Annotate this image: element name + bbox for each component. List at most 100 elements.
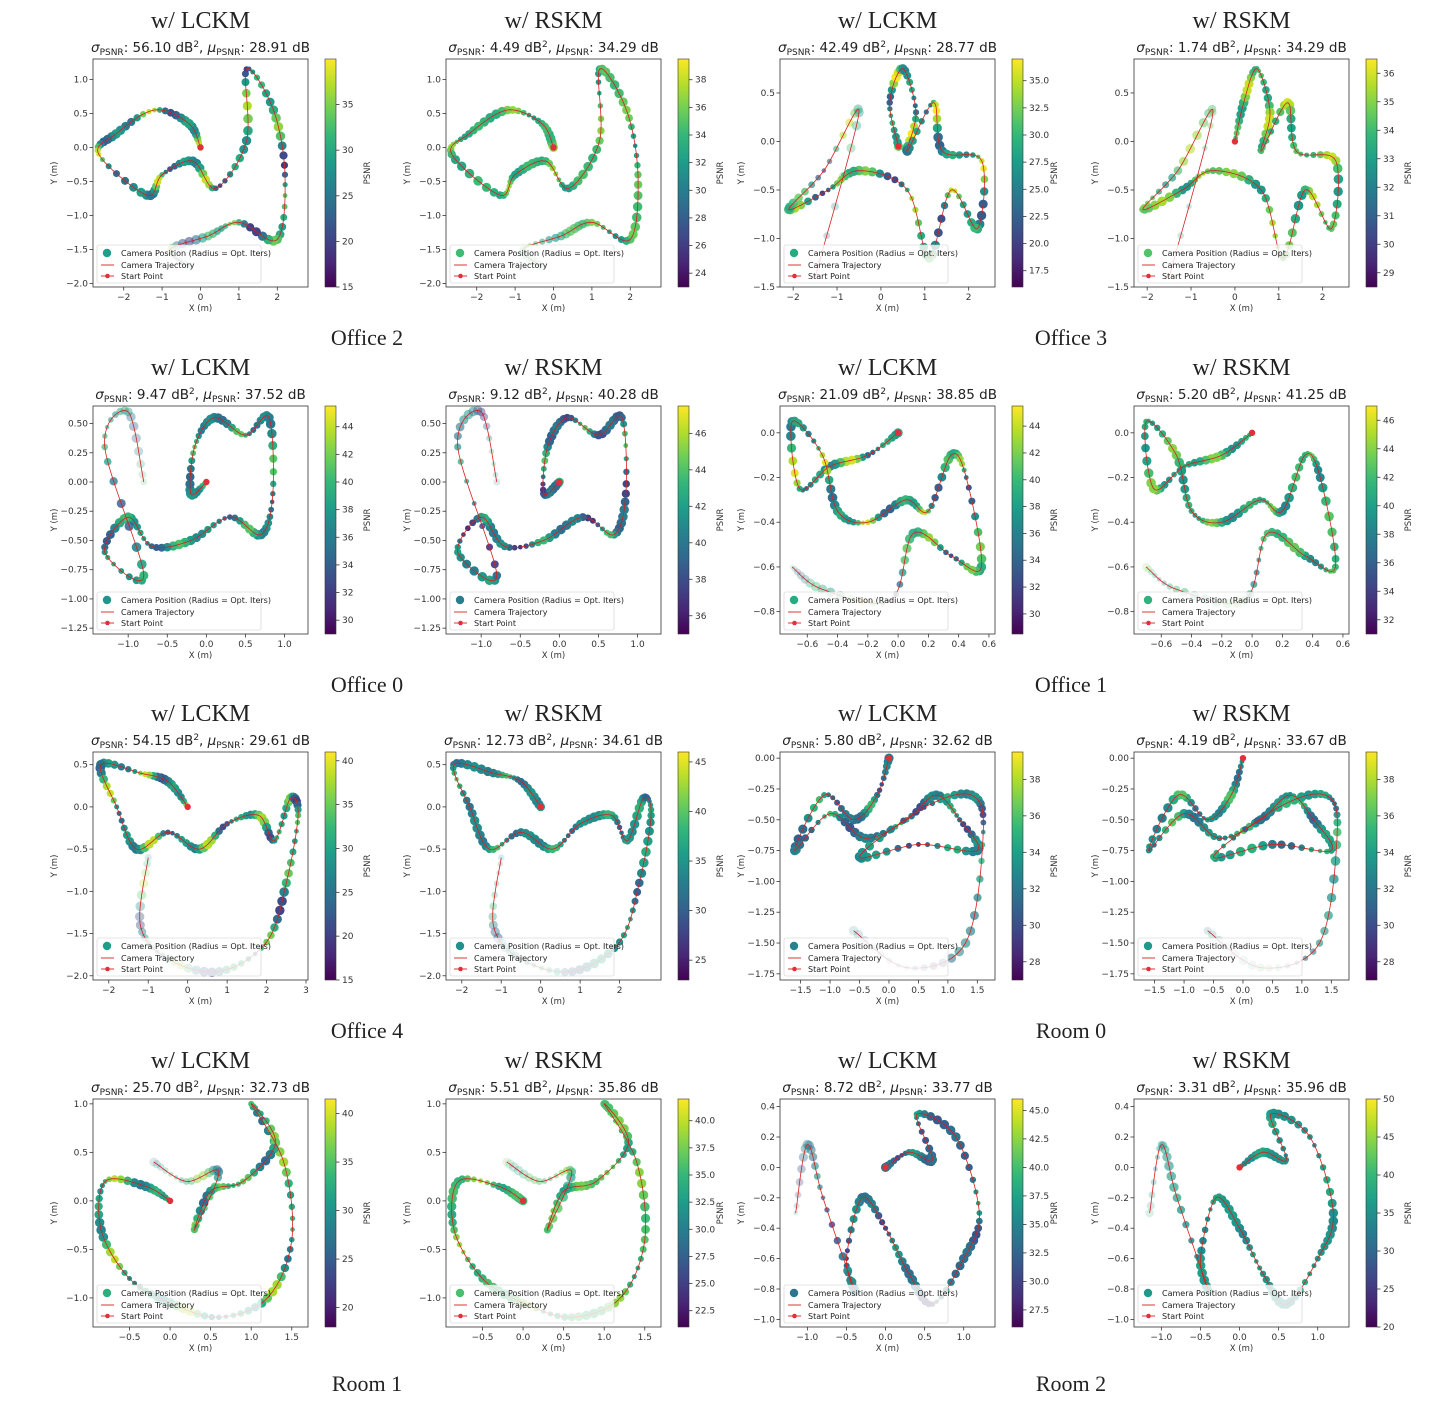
axes-frame — [92, 1098, 309, 1328]
legend-trajectory-label: Camera Trajectory — [121, 261, 195, 270]
legend-camera-position-label: Camera Position (Radius = Opt. Iters) — [121, 249, 271, 258]
y-tick-label: −0.6 — [1107, 1255, 1129, 1265]
y-tick-label: 0.00 — [755, 754, 775, 764]
colorbar-tick-label: 40 — [1029, 476, 1041, 486]
legend-box — [783, 591, 949, 631]
y-tick-label: 0.5 — [1115, 89, 1129, 99]
colorbar-label: PSNR — [1050, 509, 1060, 532]
colorbar-tick-label: 25.0 — [695, 1280, 715, 1290]
x-tick-label: 0.5 — [556, 1333, 570, 1343]
x-tick-label: 0.5 — [1271, 1333, 1285, 1343]
y-tick-label: 0.0 — [1115, 429, 1130, 439]
legend-camera-position-swatch — [455, 941, 465, 951]
mu-symbol: μ — [555, 40, 565, 56]
y-tick-label: −1.50 — [1101, 939, 1129, 949]
sigma-sub: PSNR — [453, 741, 477, 751]
x-axis-label: X (m) — [1230, 1344, 1253, 1354]
x-tick-label: −0.2 — [1211, 640, 1233, 650]
sigma-symbol: σ — [91, 40, 100, 56]
legend-trajectory-label: Camera Trajectory — [474, 608, 548, 617]
legend-start-swatch-dot — [792, 620, 797, 626]
stats-subtitle: σPSNR: 4.49 dB2, μPSNR: 34.29 dB — [448, 40, 658, 58]
colorbar — [1365, 751, 1378, 981]
legend-trajectory-label: Camera Trajectory — [474, 1301, 548, 1310]
mu-value: : 33.67 dB — [1277, 733, 1347, 749]
colorbar — [677, 405, 690, 635]
stats-sep: , — [1236, 1080, 1245, 1096]
y-tick-label: −0.5 — [419, 1245, 441, 1255]
x-tick-label: −1.0 — [819, 986, 841, 996]
y-tick-label: −0.5 — [66, 845, 88, 855]
sigma-value: : 3.31 dB — [1169, 1080, 1230, 1096]
x-tick-label: 0.0 — [1245, 640, 1260, 650]
legend: Camera Position (Radius = Opt. Iters) Cam… — [449, 244, 624, 284]
y-tick-label: −1.75 — [1101, 970, 1129, 980]
legend-start-label: Start Point — [808, 272, 850, 281]
mu-value: : 37.52 dB — [236, 387, 306, 403]
stats-subtitle: σPSNR: 8.72 dB2, μPSNR: 33.77 dB — [782, 1080, 992, 1098]
sigma-symbol: σ — [448, 387, 457, 403]
colorbar-label: PSNR — [1404, 1202, 1414, 1225]
colorbar-tick-label: 35 — [342, 1158, 353, 1168]
plot-area — [101, 406, 278, 585]
plot-area — [786, 416, 987, 607]
colorbar — [677, 751, 690, 981]
x-tick-label: 0.6 — [982, 640, 997, 650]
colorbar-tick-label: 30.0 — [1029, 131, 1049, 141]
axes-frame — [1133, 58, 1350, 288]
mu-value: : 32.62 dB — [923, 733, 993, 749]
legend-box — [1137, 244, 1303, 284]
y-axis-label: Y (m) — [403, 1202, 413, 1226]
x-tick-label: −0.4 — [827, 640, 849, 650]
legend-start-label: Start Point — [121, 272, 163, 281]
stats-sep: , — [548, 387, 557, 403]
legend: Camera Position (Radius = Opt. Iters) Cam… — [783, 591, 958, 631]
legend-camera-position-label: Camera Position (Radius = Opt. Iters) — [1162, 249, 1312, 258]
y-tick-label: −0.5 — [753, 186, 775, 196]
x-tick-label: 0 — [1232, 293, 1238, 303]
colorbar-tick-label: 30 — [342, 1207, 354, 1217]
x-tick-label: 0.0 — [1236, 986, 1251, 996]
y-axis-label: Y (m) — [737, 509, 747, 533]
y-tick-label: 0.5 — [74, 1148, 88, 1158]
y-tick-label: −0.6 — [753, 1255, 775, 1265]
x-tick-label: −0.5 — [1203, 986, 1225, 996]
x-tick-label: 1.5 — [638, 1333, 652, 1343]
y-tick-label: −0.8 — [753, 608, 775, 618]
x-tick-label: −1.0 — [470, 640, 492, 650]
y-tick-label: −0.4 — [1107, 518, 1129, 528]
y-tick-label: −1.00 — [60, 595, 88, 605]
colorbar-label: PSNR — [1050, 1202, 1060, 1225]
stats-sep: , — [886, 40, 895, 56]
colorbar-tick-label: 34 — [695, 131, 707, 141]
method-title: w/ LCKM — [151, 8, 250, 34]
stats-subtitle: σPSNR: 5.51 dB2, μPSNR: 35.86 dB — [448, 1080, 658, 1098]
legend-camera-position-swatch — [102, 248, 112, 258]
y-tick-label: −0.4 — [753, 1224, 775, 1234]
legend-start-label: Start Point — [474, 619, 516, 628]
y-axis-label: Y (m) — [1091, 1202, 1101, 1226]
axes-frame — [92, 751, 309, 981]
x-tick-label: 0.0 — [878, 1333, 893, 1343]
stats-sep: , — [882, 733, 891, 749]
sigma-sub: PSNR — [787, 48, 811, 58]
mu-value: : 35.96 dB — [1277, 1080, 1347, 1096]
sigma-symbol: σ — [448, 40, 457, 56]
y-axis-label: Y (m) — [403, 509, 413, 533]
colorbar-tick-label: 28 — [1029, 958, 1041, 968]
mu-sub: PSNR — [216, 48, 240, 58]
legend-box — [96, 937, 262, 977]
legend-camera-position-label: Camera Position (Radius = Opt. Iters) — [808, 942, 958, 951]
colorbar-tick-label: 35 — [342, 101, 353, 111]
mu-symbol: μ — [207, 1080, 217, 1096]
x-tick-label: 1.0 — [1311, 1333, 1326, 1343]
plot-area — [453, 406, 630, 586]
x-tick-label: 0.0 — [516, 1333, 531, 1343]
mu-value: : 33.77 dB — [923, 1080, 993, 1096]
camera-trajectory-line — [98, 1102, 294, 1318]
legend-camera-position-label: Camera Position (Radius = Opt. Iters) — [121, 596, 271, 605]
legend: Camera Position (Radius = Opt. Iters) Cam… — [449, 937, 624, 977]
x-tick-label: 0.5 — [238, 640, 252, 650]
